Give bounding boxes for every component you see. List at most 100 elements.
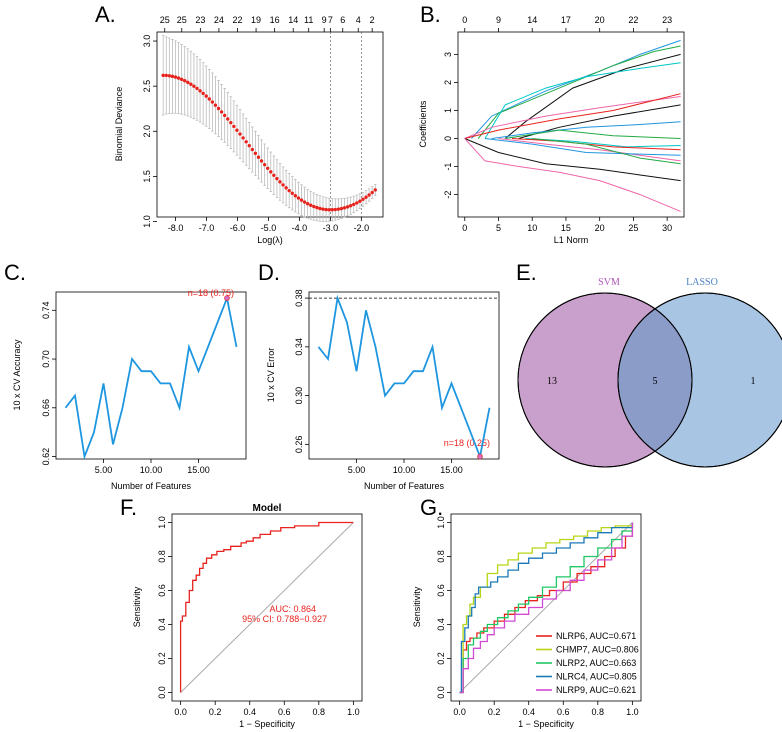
panel-a-point: [207, 97, 211, 101]
panel-b-top-tick-label: 22: [628, 15, 638, 25]
panel-a-point: [256, 155, 261, 159]
panel-a-point: [321, 207, 325, 211]
panel-f-roc-curve: [179, 521, 354, 693]
panel-f-ytick-label: 0.8: [157, 550, 167, 563]
panel-b-coef-path-4: [464, 96, 681, 139]
panel-a-xtick-label: -3.0: [323, 223, 339, 233]
panel-a-point: [364, 195, 368, 199]
panel-a-point: [367, 193, 371, 197]
panel-b-top-tick-label: 14: [527, 15, 537, 25]
panel-g-ytick-label: 1.0: [436, 516, 446, 529]
panel-d-ytick-label: 0.30: [294, 387, 304, 405]
panel-a-point: [204, 94, 208, 98]
panel-b-ytick-label: 2: [443, 80, 453, 85]
panel-a-point: [269, 170, 273, 174]
panel-b-coef-path-5: [464, 93, 681, 139]
panel-g-xtick-label: 0.0: [453, 707, 466, 717]
panel-a-point: [232, 124, 236, 129]
panel-a-point: [355, 201, 359, 205]
panel-g-roc-curve-3: [459, 522, 634, 694]
panel-a-point: [226, 117, 230, 121]
panel-a-ytick-label: 2.0: [142, 125, 152, 138]
panel-c-plot-area: [55, 291, 247, 460]
panel-b-top-tick-label: 20: [595, 15, 605, 25]
panel-a-top-tick-label: 22: [232, 15, 242, 25]
panel-f-ci-label: 95% CI: 0.788−0.927: [242, 614, 327, 624]
panel-a-point: [272, 173, 276, 177]
panel-g-ytick-label: 0.2: [436, 652, 446, 665]
panel-a-point: [259, 159, 264, 163]
panel-g-legend-entries: NLRP6, AUC=0.671 CHMP7, AUC=0.806 NLRP2, A…: [536, 631, 639, 695]
panel-a-point: [173, 75, 178, 79]
venn-outline-lasso: [617, 292, 782, 468]
panel-f-xtick-label: 1.0: [347, 707, 360, 717]
panel-a-point: [167, 74, 172, 78]
panel-a-point: [235, 128, 239, 132]
panel-b-coef-path-14: [464, 138, 681, 212]
panel-a-point: [161, 73, 165, 78]
panel-f-ytick-label: 1.0: [157, 516, 167, 529]
panel-f-auc-label: AUC: 0.864: [269, 604, 316, 614]
panel-b-coef-path-1: [477, 45, 681, 139]
panel-a-point: [250, 147, 255, 152]
panel-a-point: [345, 205, 350, 209]
panel-a-xtick-label: -8.0: [168, 223, 184, 233]
panel-a-top-tick-label: 6: [340, 15, 345, 25]
panel-g-plot-area: [450, 513, 642, 702]
panel-a-top-tick-label: 25: [160, 15, 170, 25]
panel-f-xtick-label: 0.8: [313, 707, 326, 717]
panel-letter-a: A.: [95, 2, 116, 27]
panel-f-xtick-label: 0.0: [174, 707, 187, 717]
panel-a-point: [253, 151, 258, 156]
panel-a-xlabel: Log(λ): [257, 235, 283, 245]
panel-g-roc-curve-0: [459, 522, 634, 694]
panel-a-point: [189, 82, 193, 86]
panel-a-point: [247, 143, 251, 148]
panel-a-point: [370, 190, 374, 195]
panel-a-point: [183, 79, 187, 83]
panel-d-ytick-label: 0.38: [294, 289, 304, 307]
panel-a-top-tick-label: 19: [251, 15, 261, 25]
panel-g-xtick-label: 0.8: [592, 707, 605, 717]
panel-a-ytick-label: 1.0: [142, 215, 152, 228]
panel-g-xlabel: 1 − Specificity: [518, 719, 574, 729]
venn-count-lasso-only: 1: [751, 376, 756, 387]
panel-g-legend-label: CHMP7, AUC=0.806: [556, 645, 639, 655]
panel-c-annotation: n=18 (0.75): [188, 288, 234, 298]
panel-b-top-tick-label: 0: [462, 15, 467, 25]
panel-d-best-point: [477, 453, 483, 460]
panel-a-point: [327, 208, 331, 212]
panel-letter-d: D.: [258, 260, 280, 285]
panel-a-point: [192, 84, 196, 88]
panel-a-point: [244, 140, 248, 144]
panel-d-xtick-label: 5.00: [348, 465, 366, 475]
panel-b-xtick-label: 15: [561, 223, 571, 233]
panel-a-point: [352, 202, 356, 207]
panel-g-xtick-label: 0.2: [488, 707, 501, 717]
panel-a-point: [373, 188, 377, 192]
panel-a-top-tick-label: 25: [177, 15, 187, 25]
panel-c-ytick-label: 0.74: [41, 302, 51, 320]
panel-a-top-tick-label: 9: [322, 15, 327, 25]
panel-c-series-line: [64, 294, 238, 461]
panel-a-point: [348, 204, 353, 208]
panel-f-ytick-label: 0.4: [157, 618, 167, 631]
panel-b-xtick-label: 5: [496, 223, 501, 233]
panel-f-title: Model: [253, 503, 282, 514]
panel-a-ytick-label: 1.5: [142, 170, 152, 183]
panel-b-coef-path-2: [504, 53, 681, 139]
panel-a-point: [275, 176, 279, 181]
panel-c-ytick-label: 0.62: [41, 448, 51, 466]
panel-a-point: [318, 206, 322, 211]
venn-count-svm-only: 13: [547, 376, 557, 387]
panel-b-ytick-label: 0: [443, 136, 453, 141]
panel-b-coef-path-7: [491, 121, 681, 139]
panel-a-point: [333, 207, 338, 212]
panel-a-point: [361, 197, 365, 202]
panel-b-xtick-label: 20: [595, 223, 605, 233]
panel-a-point: [312, 204, 316, 209]
panel-a-point: [336, 207, 341, 211]
panel-b-top-tick-label: 17: [561, 15, 571, 25]
panel-a-xtick-label: -2.0: [354, 223, 370, 233]
